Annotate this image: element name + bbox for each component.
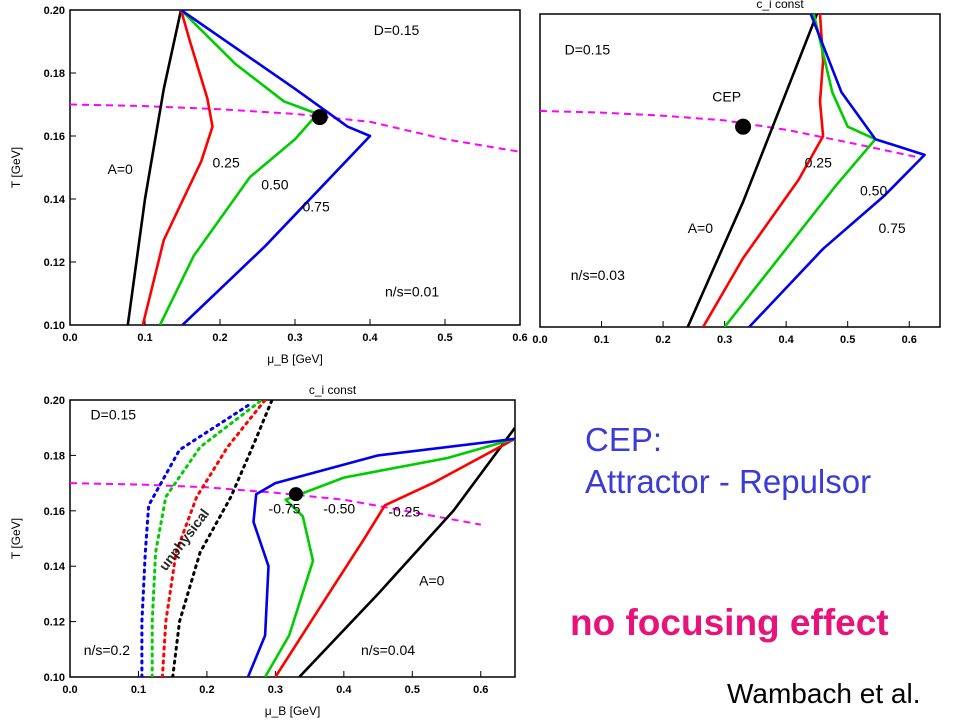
- y-axis-label: T [GeV]: [9, 518, 23, 559]
- series-line-unphysical: [171, 400, 274, 677]
- y-tick-label: 0.20: [44, 5, 65, 17]
- annotation-label: -0.75: [269, 501, 301, 517]
- cep-point: [288, 487, 303, 502]
- annotation-label: n/s=0.03: [571, 267, 625, 283]
- annotation-label: n/s=0.01: [385, 284, 439, 300]
- annotation-label: 0.75: [878, 220, 905, 236]
- annotation-label: A=0: [108, 161, 134, 177]
- credit-text: Wambach et al.: [727, 678, 921, 709]
- y-tick-label: 0.18: [44, 450, 65, 462]
- x-tick-label: 0.3: [287, 332, 302, 344]
- chart-2: 0.0 0.1 0.2 0.3 0.4 0.5 0.6 c_i const D=0.15 CEP n…: [532, 0, 941, 346]
- x-tick-label: 0.6: [473, 684, 488, 696]
- attractor-repulsor-text: Attractor - Repulsor: [585, 463, 872, 500]
- annotation-label: 0.50: [860, 183, 887, 199]
- y-tick-label: 0.12: [44, 257, 65, 269]
- y-tick-label: 0.14: [44, 194, 66, 206]
- x-tick-label: 0.3: [717, 334, 732, 346]
- annotation-label: n/s=0.2: [84, 642, 131, 658]
- annotation-label: -0.25: [388, 503, 420, 519]
- x-tick-label: 0.0: [62, 332, 77, 344]
- x-axis-label: μ_B [GeV]: [267, 352, 323, 366]
- x-tick-label: 0.3: [268, 684, 283, 696]
- x-tick-label: 0.5: [437, 332, 452, 344]
- series-line-unphysical: [160, 400, 267, 677]
- annotation-label: D=0.15: [91, 406, 137, 422]
- y-tick-label: 0.20: [44, 395, 65, 407]
- x-tick-label: 0.6: [902, 334, 917, 346]
- series-line-075: [180, 10, 372, 325]
- annotation-label: 0.50: [261, 177, 288, 193]
- unphysical-label: unphysical: [155, 506, 212, 574]
- x-tick-label: 0.4: [336, 684, 352, 696]
- x-tick-label: 0.2: [199, 684, 214, 696]
- crossover-line: [540, 110, 922, 159]
- plot-area: [70, 400, 515, 677]
- x-tick-label: 0.1: [131, 684, 146, 696]
- series-line-050: [723, 14, 877, 327]
- x-tick-label: 0.5: [405, 684, 420, 696]
- plot-area: [70, 10, 520, 325]
- series-line-unphysical: [150, 400, 264, 677]
- plot-frame: [69, 9, 521, 326]
- y-tick-label: 0.16: [44, 506, 65, 518]
- series-line-050: [263, 437, 515, 677]
- series-line-075: [246, 437, 515, 677]
- crossover-line: [70, 103, 520, 153]
- no-focusing-effect-text: no focusing effect: [570, 602, 889, 643]
- annotation-label: D=0.15: [374, 22, 420, 38]
- series-line-075: [748, 14, 926, 327]
- y-tick-label: 0.18: [44, 68, 65, 80]
- annotation-label: -0.50: [323, 501, 355, 517]
- x-tick-label: 0.2: [655, 334, 670, 346]
- y-tick-label: 0.12: [44, 617, 65, 629]
- series-line-A0: [686, 14, 819, 327]
- x-axis-label: μ_B [GeV]: [265, 704, 321, 718]
- x-tick-label: 0.6: [512, 332, 527, 344]
- annotation-label: n/s=0.04: [361, 642, 415, 658]
- x-tick-label: 0.5: [840, 334, 855, 346]
- crossover-line: [70, 482, 481, 526]
- x-tick-label: 0.0: [62, 684, 77, 696]
- x-tick-label: 0.1: [137, 332, 152, 344]
- chart-1: 0.0 0.1 0.2 0.3 0.4 0.5 0.6 0.10 0.12 0.14 0.16 0.1…: [9, 5, 528, 366]
- annotation-label: 0.75: [303, 199, 330, 215]
- annotation-label: CEP: [712, 89, 741, 105]
- annotation-label: A=0: [688, 220, 714, 236]
- plot-frame: [539, 13, 941, 328]
- series-line-025: [701, 14, 825, 327]
- annotation-label: A=0: [419, 573, 445, 589]
- x-tick-label: 0.1: [594, 334, 609, 346]
- y-tick-label: 0.14: [44, 561, 66, 573]
- x-tick-label: 0.0: [532, 334, 547, 346]
- x-tick-label: 0.2: [212, 332, 227, 344]
- x-tick-label: 0.4: [779, 334, 795, 346]
- annotation-label: D=0.15: [565, 42, 611, 58]
- y-tick-label: 0.16: [44, 131, 65, 143]
- series-line-A0: [298, 426, 515, 677]
- chart-title: c_i const: [309, 383, 357, 397]
- annotation-label: 0.25: [805, 154, 832, 170]
- y-tick-label: 0.10: [44, 320, 65, 332]
- cep-heading: CEP:: [585, 421, 663, 458]
- series-line-050: [158, 10, 319, 325]
- series-line-025: [274, 437, 515, 677]
- x-tick-label: 0.4: [362, 332, 378, 344]
- plot-area: [540, 14, 926, 327]
- cep-point: [311, 109, 328, 126]
- series-line-025: [141, 10, 214, 325]
- annotation-label: 0.25: [213, 155, 240, 171]
- y-tick-label: 0.10: [44, 672, 65, 684]
- chart-title: c_i const: [756, 0, 804, 11]
- plot-frame: [69, 399, 516, 678]
- y-axis-label: T [GeV]: [9, 147, 23, 188]
- cep-point: [735, 118, 752, 135]
- chart-3: 0.0 0.1 0.2 0.3 0.4 0.5 0.6 0.10 0.12 0.14 0.16 0.1…: [9, 383, 516, 718]
- series-line-unphysical: [140, 404, 250, 677]
- series-line-A0: [126, 10, 183, 325]
